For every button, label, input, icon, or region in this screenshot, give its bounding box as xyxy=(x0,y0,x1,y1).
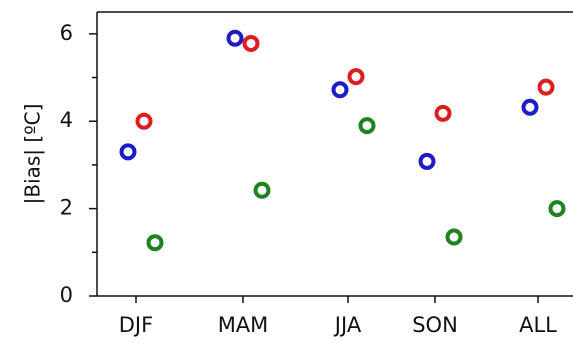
point-green-jja xyxy=(358,117,376,135)
x-tick-label: JJA xyxy=(333,313,362,337)
point-blue-djf xyxy=(119,143,137,161)
point-green-djf xyxy=(146,234,164,252)
y-tick-label: 0 xyxy=(60,283,73,307)
x-tick-label: DJF xyxy=(119,313,153,337)
point-green-all xyxy=(548,200,566,218)
y-axis-title: |Bias| [ºC] xyxy=(21,104,45,205)
x-tick-label: SON xyxy=(412,313,458,337)
point-red-mam xyxy=(242,34,260,52)
x-tick-label: ALL xyxy=(519,313,557,337)
point-blue-mam xyxy=(226,29,244,47)
point-red-djf xyxy=(135,112,153,130)
point-blue-son xyxy=(418,152,436,170)
point-blue-jja xyxy=(331,81,349,99)
y-tick-label: 4 xyxy=(60,108,73,132)
point-red-son xyxy=(434,104,452,122)
x-axis-ticks: DJF MAM JJA SON ALL xyxy=(119,296,557,337)
x-tick-label: MAM xyxy=(218,313,269,337)
point-red-jja xyxy=(347,68,365,86)
y-tick-label: 2 xyxy=(60,196,73,220)
point-green-mam xyxy=(253,181,271,199)
y-tick-label: 6 xyxy=(60,21,73,45)
point-red-all xyxy=(537,78,555,96)
point-green-son xyxy=(445,228,463,246)
y-axis-ticks: 0 2 4 6 xyxy=(60,21,97,307)
point-blue-all xyxy=(521,98,539,116)
plot-area xyxy=(96,11,573,297)
data-points xyxy=(119,29,566,252)
